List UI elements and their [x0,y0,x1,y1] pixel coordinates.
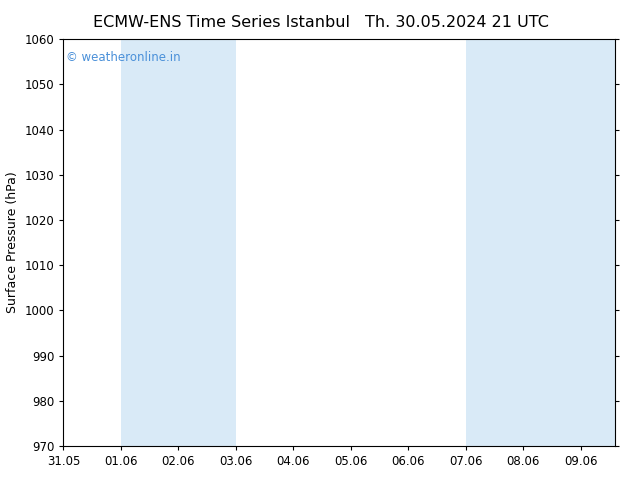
Bar [465,39,581,446]
Y-axis label: Surface Pressure (hPa): Surface Pressure (hPa) [6,172,19,314]
Text: © weatheronline.in: © weatheronline.in [66,51,181,64]
Text: Th. 30.05.2024 21 UTC: Th. 30.05.2024 21 UTC [365,15,548,30]
Bar [581,39,615,446]
Text: ECMW-ENS Time Series Istanbul: ECMW-ENS Time Series Istanbul [93,15,351,30]
Bar [121,39,236,446]
